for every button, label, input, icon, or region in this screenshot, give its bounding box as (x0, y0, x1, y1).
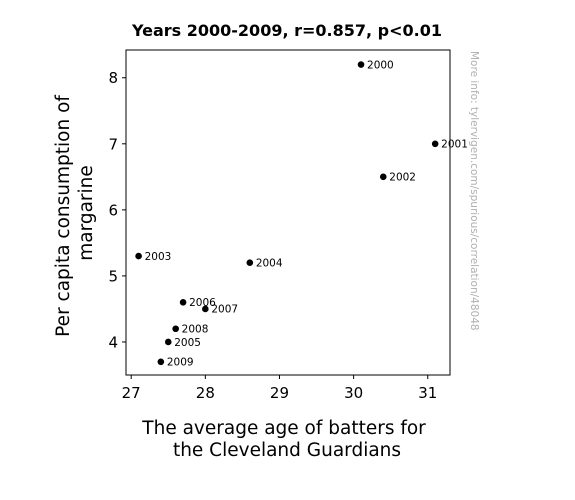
y-axis-label-line-2: margarine (76, 165, 97, 261)
data-label-2002: 2002 (389, 172, 416, 184)
y-axis-label: Per capita consumption of margarine (53, 89, 97, 337)
y-tick-label: 6 (108, 201, 118, 219)
data-label-2005: 2005 (174, 337, 201, 349)
data-label-2008: 2008 (182, 324, 209, 336)
x-axis-ticks: 27 28 29 30 31 (122, 375, 437, 402)
data-label-2004: 2004 (256, 258, 283, 270)
data-point-2006 (179, 299, 187, 306)
data-point-2000 (357, 61, 365, 68)
data-point-2004 (246, 259, 254, 267)
x-tick-label: 31 (418, 384, 437, 402)
data-point-2007 (202, 305, 209, 313)
data-point-2008 (172, 325, 179, 333)
data-point-2001 (431, 140, 439, 148)
x-tick-label: 28 (196, 384, 215, 402)
data-label-2003: 2003 (145, 251, 172, 263)
y-tick-label: 4 (108, 333, 118, 351)
data-label-2000: 2000 (367, 59, 394, 71)
x-axis-label: The average age of batters for the Cleve… (141, 418, 431, 461)
data-label-2009: 2009 (167, 357, 194, 369)
x-tick-label: 29 (270, 384, 289, 402)
data-point-2002 (379, 173, 387, 181)
data-point-2003 (135, 252, 142, 260)
x-tick-label: 30 (344, 384, 363, 402)
data-point-2005 (164, 338, 172, 346)
y-axis-label-line-1: Per capita consumption of (53, 95, 74, 337)
x-axis-label-line-1: The average age of batters for (141, 418, 426, 439)
watermark-text: More info: tylervigen.com/spurious/corre… (468, 51, 480, 331)
chart-title: Years 2000-2009, r=0.857, p<0.01 (131, 21, 442, 40)
y-axis-ticks: 4 5 6 7 8 (108, 69, 126, 351)
plot-area (125, 49, 451, 376)
y-tick-label: 5 (108, 267, 118, 285)
data-point-2009 (157, 358, 165, 366)
x-tick-label: 27 (122, 384, 141, 402)
y-tick-label: 7 (108, 135, 118, 153)
data-label-2007: 2007 (211, 304, 238, 316)
data-label-2001: 2001 (441, 139, 468, 151)
data-label-2006: 2006 (189, 297, 216, 309)
x-axis-label-line-2: the Cleveland Guardians (173, 440, 401, 461)
y-tick-label: 8 (108, 69, 118, 87)
